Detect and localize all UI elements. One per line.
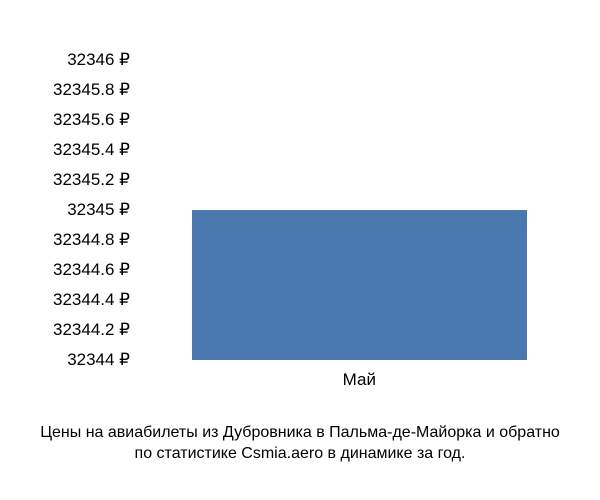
y-tick: 32344.2 ₽: [53, 320, 130, 340]
y-tick: 32345.6 ₽: [53, 110, 130, 130]
y-axis: 32346 ₽ 32345.8 ₽ 32345.6 ₽ 32345.4 ₽ 32…: [0, 60, 140, 360]
chart-caption: Цены на авиабилеты из Дубровника в Пальм…: [0, 422, 600, 465]
plot-area: [140, 60, 570, 360]
y-tick: 32345.8 ₽: [53, 80, 130, 100]
y-tick: 32346 ₽: [67, 50, 130, 70]
y-tick: 32344.4 ₽: [53, 290, 130, 310]
price-chart: 32346 ₽ 32345.8 ₽ 32345.6 ₽ 32345.4 ₽ 32…: [0, 0, 600, 500]
y-tick: 32345.4 ₽: [53, 140, 130, 160]
caption-line: Цены на авиабилеты из Дубровника в Пальм…: [40, 424, 560, 441]
caption-line: по статистике Csmia.aero в динамике за г…: [135, 445, 466, 462]
x-tick-label: Май: [343, 370, 376, 390]
bar-may: [192, 210, 527, 360]
y-tick: 32345 ₽: [67, 200, 130, 220]
y-tick: 32345.2 ₽: [53, 170, 130, 190]
y-tick: 32344.8 ₽: [53, 230, 130, 250]
y-tick: 32344 ₽: [67, 350, 130, 370]
y-tick: 32344.6 ₽: [53, 260, 130, 280]
